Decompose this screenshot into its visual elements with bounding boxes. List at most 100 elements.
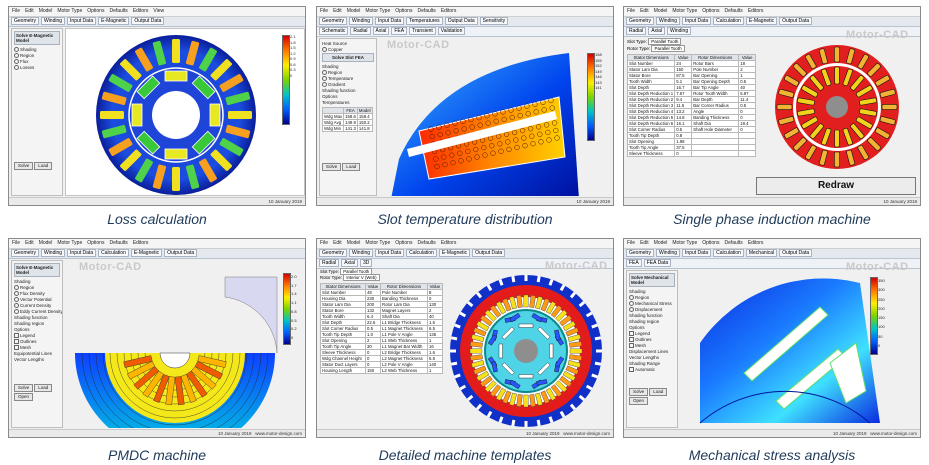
subtab-axial[interactable]: Axial	[341, 259, 359, 267]
tab-calculation[interactable]: Calculation	[98, 249, 129, 257]
menu-defaults[interactable]: Defaults	[109, 8, 128, 14]
tab-winding[interactable]: Winding	[40, 249, 66, 257]
checkbox-legend[interactable]: Legend	[14, 333, 60, 339]
tab-winding[interactable]: Winding	[655, 249, 681, 257]
menu-editors[interactable]: Editors	[440, 240, 457, 246]
option-temperature[interactable]: Temperature	[322, 76, 374, 82]
option-vector-potential[interactable]: Vector Potential	[14, 297, 60, 303]
menu-editors[interactable]: Editors	[132, 240, 149, 246]
menu-motor-type[interactable]: Motor Type	[365, 240, 391, 246]
menu-defaults[interactable]: Defaults	[724, 240, 743, 246]
tab-winding[interactable]: Winding	[655, 17, 681, 25]
tab-output-data[interactable]: Output Data	[444, 17, 478, 25]
subtab-axial[interactable]: Axial	[648, 27, 666, 35]
checkbox-legend[interactable]: Legend	[629, 331, 675, 337]
tab-geometry[interactable]: Geometry	[11, 249, 39, 257]
tab-input-data[interactable]: Input Data	[375, 17, 405, 25]
option-losses[interactable]: Losses	[14, 65, 60, 71]
subtab-schematic[interactable]: Schematic	[319, 27, 349, 35]
menu-motor-type[interactable]: Motor Type	[57, 8, 83, 14]
subtab-radial[interactable]: Radial	[350, 27, 371, 35]
tab-input-data[interactable]: Input Data	[67, 17, 97, 25]
rotor-type-field[interactable]: Rotor Type: Interior V (Web)	[320, 274, 450, 281]
open-button[interactable]: Open	[14, 393, 34, 401]
load-button[interactable]: Load	[649, 388, 668, 396]
menu-motor-type[interactable]: Motor Type	[672, 8, 698, 14]
solve-button[interactable]: Solve	[14, 384, 34, 392]
option-mechanical-stress[interactable]: Mechanical Stress	[629, 301, 675, 307]
menu-file[interactable]: File	[12, 240, 21, 246]
option-region[interactable]: Region	[14, 285, 60, 291]
load-button[interactable]: Load	[34, 162, 53, 170]
subtab-winding[interactable]: Winding	[667, 27, 692, 35]
checkbox-automatic[interactable]: Automatic	[629, 367, 675, 373]
menu-model[interactable]: Model	[346, 240, 361, 246]
menu-editors[interactable]: Editors	[747, 240, 764, 246]
menu-editors[interactable]: Editors	[440, 8, 457, 14]
option-shading[interactable]: Shading	[14, 47, 60, 53]
menu-edit[interactable]: Edit	[333, 240, 342, 246]
tab-calculation[interactable]: Calculation	[713, 249, 744, 257]
load-button[interactable]: Load	[342, 163, 361, 171]
menu-model[interactable]: Model	[38, 8, 53, 14]
solve-button[interactable]: Solve	[322, 163, 342, 171]
menu-file[interactable]: File	[320, 8, 329, 14]
subtab-fea[interactable]: FEA	[626, 259, 642, 267]
tab-temperatures[interactable]: Temperatures	[406, 17, 443, 25]
option-gradient[interactable]: Gradient	[322, 82, 374, 88]
option-eddy-current-density[interactable]: Eddy Current Density	[14, 309, 62, 315]
tab-output-data[interactable]: Output Data	[164, 249, 198, 257]
menu-options[interactable]: Options	[702, 8, 720, 14]
tab-geometry[interactable]: Geometry	[626, 17, 654, 25]
solve-slot-fea-button[interactable]: Solve Slot FEA	[322, 53, 374, 62]
slot-type-field[interactable]: Slot Type: Parallel Tooth	[320, 268, 450, 275]
load-button[interactable]: Load	[34, 384, 53, 392]
option-copper[interactable]: Copper	[322, 47, 374, 53]
checkbox-mesh[interactable]: Mesh	[14, 345, 60, 351]
tab-input-data[interactable]: Input Data	[682, 249, 712, 257]
menu-options[interactable]: Options	[702, 240, 720, 246]
menu-options[interactable]: Options	[395, 240, 413, 246]
menu-file[interactable]: File	[320, 240, 329, 246]
subtab-validation[interactable]: Validation	[437, 27, 466, 35]
menu-model[interactable]: Model	[653, 8, 668, 14]
option-region[interactable]: Region	[322, 70, 374, 76]
checkbox-outlines[interactable]: Outlines	[629, 337, 675, 343]
menu-defaults[interactable]: Defaults	[417, 240, 436, 246]
option-displacement[interactable]: Displacement	[629, 307, 675, 313]
menu-defaults[interactable]: Defaults	[724, 8, 743, 14]
tab-winding[interactable]: Winding	[40, 17, 66, 25]
tab-sensitivity[interactable]: Sensitivity	[479, 17, 509, 25]
value-cell[interactable]: 0	[674, 150, 693, 157]
menu-options[interactable]: Options	[87, 240, 105, 246]
option-current-density[interactable]: Current Density	[14, 303, 60, 309]
menu-model[interactable]: Model	[346, 8, 361, 14]
tab-geometry[interactable]: Geometry	[11, 17, 39, 25]
rotor-type-field[interactable]: Rotor Type: Parallel Tooth	[627, 45, 747, 52]
subtab-fea[interactable]: FEA	[391, 27, 408, 35]
value-cell[interactable]: 1	[427, 367, 443, 374]
solve-button[interactable]: Solve	[14, 162, 34, 170]
tab-e-magnetic[interactable]: E-Magnetic	[130, 249, 163, 257]
tab-input-data[interactable]: Input Data	[67, 249, 97, 257]
checkbox-outlines[interactable]: Outlines	[14, 339, 60, 345]
tab-calculation[interactable]: Calculation	[713, 17, 744, 25]
option-region[interactable]: Region	[629, 295, 675, 301]
redraw-button[interactable]: Redraw	[756, 177, 916, 195]
tab-e-magnetic[interactable]: E-Magnetic	[745, 17, 778, 25]
menu-editors[interactable]: Editors	[132, 8, 149, 14]
menu-editors[interactable]: Editors	[747, 8, 764, 14]
checkbox-mesh[interactable]: Mesh	[629, 343, 675, 349]
menu-edit[interactable]: Edit	[640, 240, 649, 246]
menu-file[interactable]: File	[627, 8, 636, 14]
option-flux-density[interactable]: Flux Density	[14, 291, 60, 297]
menu-motor-type[interactable]: Motor Type	[57, 240, 83, 246]
menu-defaults[interactable]: Defaults	[109, 240, 128, 246]
option-region[interactable]: Region	[14, 53, 60, 59]
menu-options[interactable]: Options	[395, 8, 413, 14]
tab-e-magnetic[interactable]: E-Magnetic	[438, 249, 471, 257]
tab-geometry[interactable]: Geometry	[319, 249, 347, 257]
tab-mechanical[interactable]: Mechanical	[745, 249, 778, 257]
subtab-radial[interactable]: Radial	[626, 27, 647, 35]
tab-output-data[interactable]: Output Data	[779, 249, 813, 257]
